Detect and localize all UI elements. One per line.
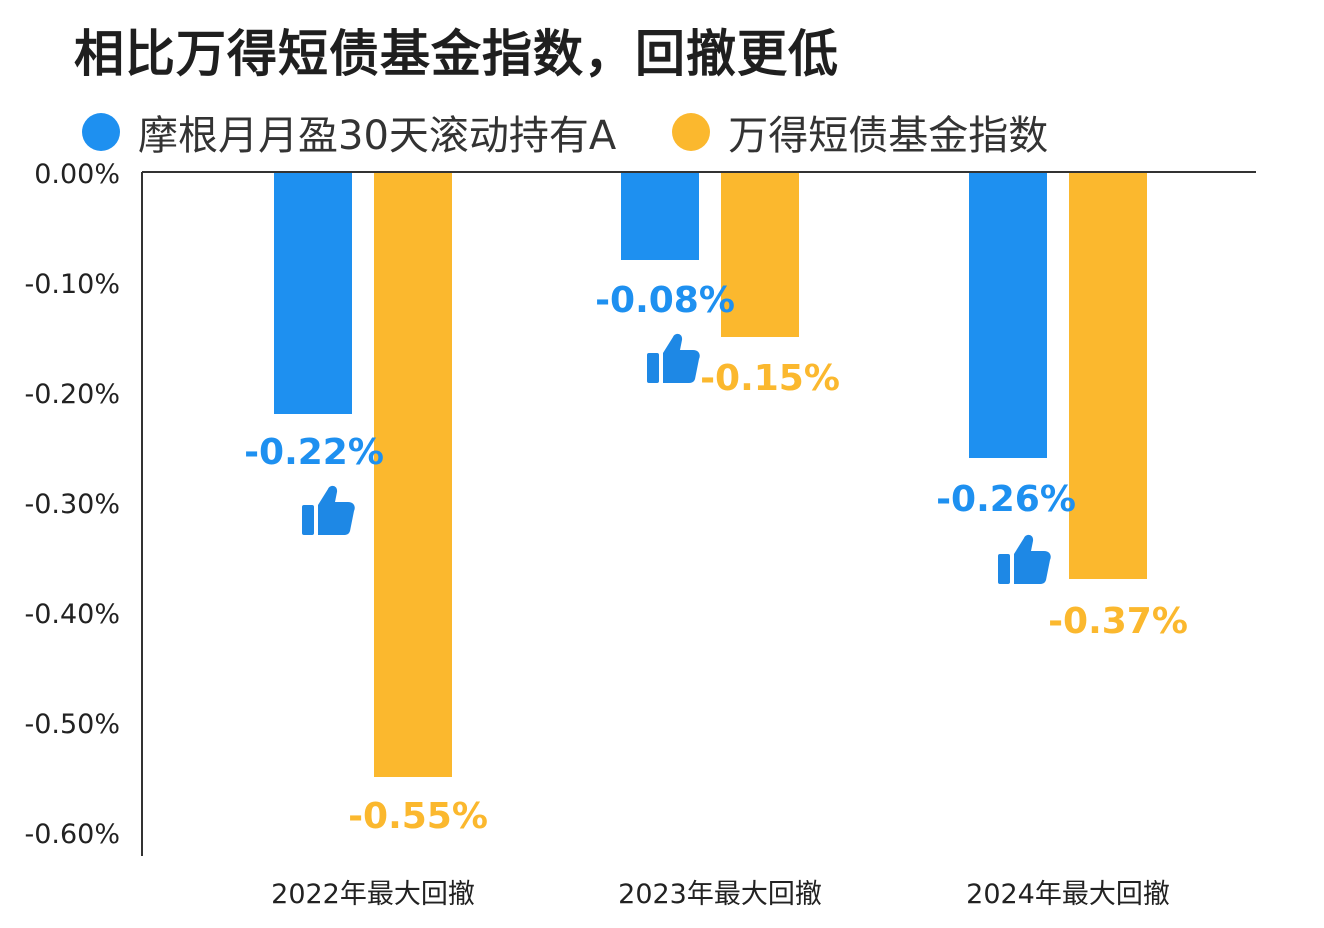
data-label-series-a: -0.22% — [244, 432, 384, 473]
thumbs-up-icon — [647, 333, 700, 383]
data-label-series-b: -0.37% — [1048, 601, 1188, 642]
legend-item-series-a: 摩根月月盈30天滚动持有A — [82, 103, 616, 161]
bar-series-b — [374, 173, 452, 777]
y-tick-label: -0.20% — [24, 379, 120, 410]
thumbs-up-icon — [998, 534, 1051, 584]
legend-label-series-a: 摩根月月盈30天滚动持有A — [138, 113, 617, 159]
x-category-label: 2023年最大回撤 — [618, 879, 822, 910]
y-tick-label: 0.00% — [34, 159, 120, 190]
bar-series-a — [274, 173, 352, 414]
x-category-label: 2024年最大回撤 — [966, 879, 1170, 910]
bar-series-a — [969, 173, 1047, 458]
y-tick-label: -0.30% — [24, 489, 120, 520]
bar-series-b — [721, 173, 799, 337]
data-label-series-a: -0.26% — [936, 479, 1076, 520]
y-tick-label: -0.40% — [24, 599, 120, 630]
data-label-series-a: -0.08% — [595, 280, 735, 321]
bar-series-a — [621, 173, 699, 260]
bar-series-b — [1069, 173, 1147, 579]
chart-title: 相比万得短债基金指数，回撤更低 — [74, 25, 839, 83]
y-tick-label: -0.50% — [24, 709, 120, 740]
legend-item-series-b: 万得短债基金指数 — [672, 103, 1048, 161]
x-category-label: 2022年最大回撤 — [271, 879, 475, 910]
legend-dot-series-a-icon — [82, 113, 120, 151]
data-label-series-b: -0.55% — [348, 796, 488, 837]
y-tick-label: -0.60% — [24, 819, 120, 850]
data-label-series-b: -0.15% — [700, 358, 840, 399]
y-tick-label: -0.10% — [24, 269, 120, 300]
legend-dot-series-b-icon — [672, 113, 711, 151]
legend-label-series-b: 万得短债基金指数 — [728, 113, 1049, 159]
chart-legend: 摩根月月盈30天滚动持有A 万得短债基金指数 — [82, 104, 1104, 160]
thumbs-up-icon — [302, 485, 355, 535]
